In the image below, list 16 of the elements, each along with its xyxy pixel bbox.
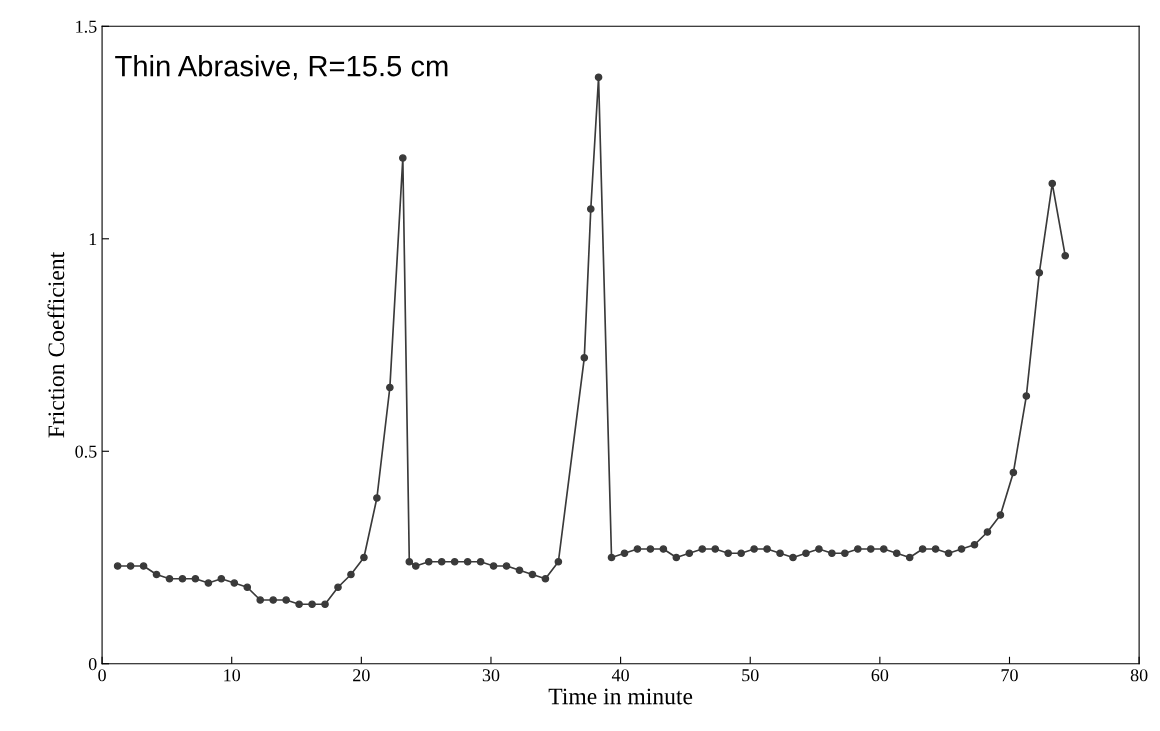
x-tick-label: 20 [353,669,370,682]
annotation: Thin Abrasive, R=15.5 cm [115,55,448,80]
x-tick-label: 10 [224,669,241,682]
y-tick-label: 0 [88,658,97,671]
y-tick-label: 1.5 [76,20,97,33]
x-tick-label: 40 [611,669,629,682]
x-tick-label: 70 [1001,669,1018,682]
y-tick-label: 1 [89,233,97,246]
x-tick-label: 0 [98,669,106,682]
x-tick-label: 50 [742,669,759,682]
y-axis-title: Friction Coefficient [47,251,65,438]
x-axis-title: Time in minute [548,688,693,705]
x-tick-label: 30 [482,669,500,682]
y-tick-label: 0.5 [75,445,97,458]
x-tick-label: 60 [871,669,889,682]
x-tick-label: 80 [1130,669,1148,682]
